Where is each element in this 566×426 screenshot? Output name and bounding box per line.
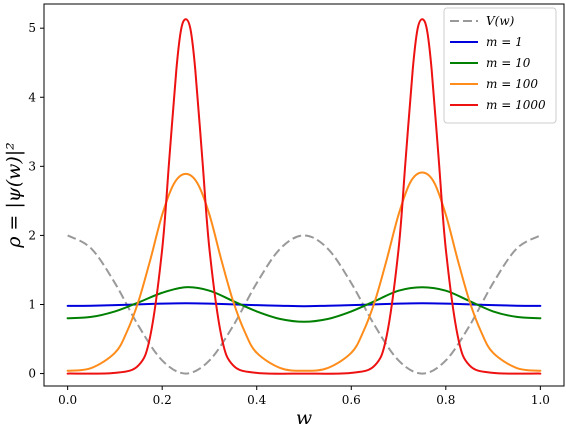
x-tick-label: 0.0 <box>58 393 77 407</box>
y-tick-label: 1 <box>28 297 36 311</box>
series-line-v-w <box>67 234 541 375</box>
legend-label-m-100: m = 100 <box>486 77 538 91</box>
plot-frame <box>43 3 565 387</box>
x-tick-label: 0.4 <box>247 393 266 407</box>
y-tick-label: 2 <box>28 228 36 242</box>
x-tick-label: 0.8 <box>436 393 455 407</box>
legend-label-m-1: m = 1 <box>486 35 523 49</box>
series-line-m-10 <box>66 286 542 323</box>
legend-label-m-10: m = 10 <box>486 56 531 70</box>
series-line-m-1000 <box>66 18 542 375</box>
x-tick-label: 0.2 <box>153 393 172 407</box>
y-axis-label: ρ = |ψ(w)|² <box>3 142 25 249</box>
legend-box <box>443 7 557 124</box>
legend: V(w) m = 1 m = 10 m = 100 m = 1000 <box>443 7 557 124</box>
axes-layer: 0.0 0.2 0.4 0.6 0.8 1.0 0 1 2 3 4 5 <box>28 3 565 407</box>
y-tick-label: 4 <box>28 90 36 104</box>
series-line-m-100 <box>66 171 542 372</box>
x-axis-label: w <box>296 407 312 426</box>
legend-label-v-w: V(w) <box>486 14 515 28</box>
y-tick-label: 3 <box>28 159 36 173</box>
series-line-m-1 <box>66 302 542 308</box>
y-tick-label: 0 <box>28 367 36 381</box>
series-layer <box>66 18 542 375</box>
legend-label-m-1000: m = 1000 <box>486 98 546 112</box>
x-tick-label: 1.0 <box>531 393 550 407</box>
y-tick-label: 5 <box>28 21 36 35</box>
x-tick-label: 0.6 <box>342 393 361 407</box>
